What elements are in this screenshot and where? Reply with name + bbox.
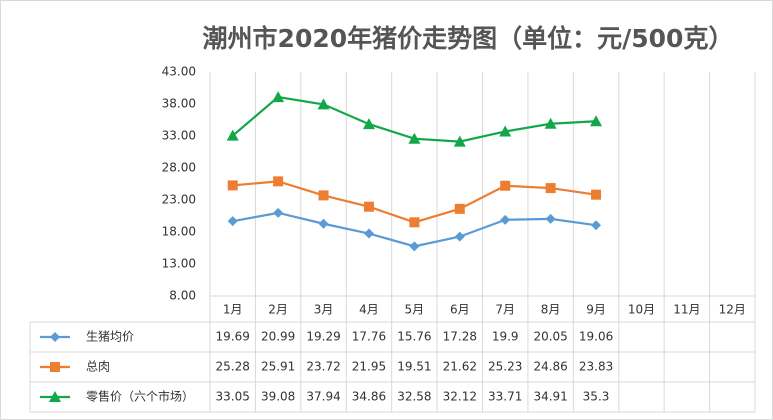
table-value: 19.9	[492, 330, 519, 344]
table-value: 20.99	[261, 330, 295, 344]
x-tick-label: 12月	[719, 303, 746, 317]
x-tick-label: 7月	[495, 303, 515, 317]
marker	[408, 132, 421, 144]
marker	[363, 201, 374, 212]
table-value: 39.08	[261, 390, 295, 404]
table-value: 33.05	[216, 390, 250, 404]
marker	[591, 189, 602, 200]
table-value: 19.51	[397, 360, 431, 374]
marker	[362, 118, 375, 130]
marker	[500, 214, 511, 225]
table-value: 19.69	[216, 330, 250, 344]
y-tick-label: 33.00	[162, 129, 196, 143]
x-tick-label: 2月	[268, 303, 288, 317]
y-tick-label: 18.00	[162, 225, 196, 239]
table-value: 35.3	[583, 390, 610, 404]
chart-title: 潮州市2020年猪价走势图（单位：元/500克）	[203, 24, 734, 53]
x-tick-label: 6月	[450, 303, 470, 317]
table-value: 25.91	[261, 360, 295, 374]
table-value: 32.58	[397, 390, 431, 404]
legend-label: 总肉	[86, 360, 110, 374]
y-tick-label: 43.00	[162, 65, 196, 79]
table-value: 19.06	[579, 330, 613, 344]
marker	[318, 190, 329, 201]
legend-label: 生猪均价	[86, 330, 134, 344]
y-tick-label: 28.00	[162, 161, 196, 175]
table-value: 34.91	[533, 390, 567, 404]
table-value: 34.86	[352, 390, 386, 404]
y-tick-label: 8.00	[169, 289, 196, 303]
marker	[409, 217, 420, 228]
table-value: 23.72	[306, 360, 340, 374]
marker	[227, 216, 238, 227]
table-value: 25.28	[216, 360, 250, 374]
marker	[499, 125, 512, 137]
marker	[226, 129, 239, 141]
x-tick-label: 4月	[359, 303, 379, 317]
x-tick-label: 11月	[673, 303, 700, 317]
marker	[227, 180, 238, 191]
marker	[544, 117, 557, 129]
table-value: 17.28	[443, 330, 477, 344]
marker	[453, 135, 466, 147]
legend-label: 零售价（六个市场）	[86, 389, 194, 404]
marker	[454, 231, 465, 242]
table-value: 23.83	[579, 360, 613, 374]
marker	[545, 213, 556, 224]
marker	[363, 228, 374, 239]
y-tick-label: 23.00	[162, 193, 196, 207]
marker	[318, 218, 329, 229]
y-tick-label: 13.00	[162, 257, 196, 271]
marker	[545, 183, 556, 194]
legend-marker	[50, 362, 60, 372]
table-value: 19.29	[306, 330, 340, 344]
x-tick-label: 8月	[541, 303, 561, 317]
marker	[409, 241, 420, 252]
table-value: 15.76	[397, 330, 431, 344]
table-value: 25.23	[488, 360, 522, 374]
y-tick-label: 38.00	[162, 97, 196, 111]
table-value: 21.95	[352, 360, 386, 374]
x-tick-label: 3月	[314, 303, 334, 317]
marker	[272, 91, 285, 103]
table-value: 17.76	[352, 330, 386, 344]
x-tick-label: 1月	[223, 303, 243, 317]
marker	[317, 98, 330, 110]
marker	[454, 203, 465, 214]
marker	[591, 220, 602, 231]
legend-marker	[50, 332, 60, 342]
table-value: 20.05	[533, 330, 567, 344]
table-value: 21.62	[443, 360, 477, 374]
marker	[500, 180, 511, 191]
table-value: 24.86	[533, 360, 567, 374]
table-value: 32.12	[443, 390, 477, 404]
marker	[273, 207, 284, 218]
x-tick-label: 9月	[586, 303, 606, 317]
table-value: 33.71	[488, 390, 522, 404]
table-value: 37.94	[306, 390, 340, 404]
x-tick-label: 5月	[405, 303, 425, 317]
marker	[273, 176, 284, 187]
legend-marker	[49, 391, 61, 402]
x-tick-label: 10月	[628, 303, 655, 317]
marker	[590, 115, 603, 127]
